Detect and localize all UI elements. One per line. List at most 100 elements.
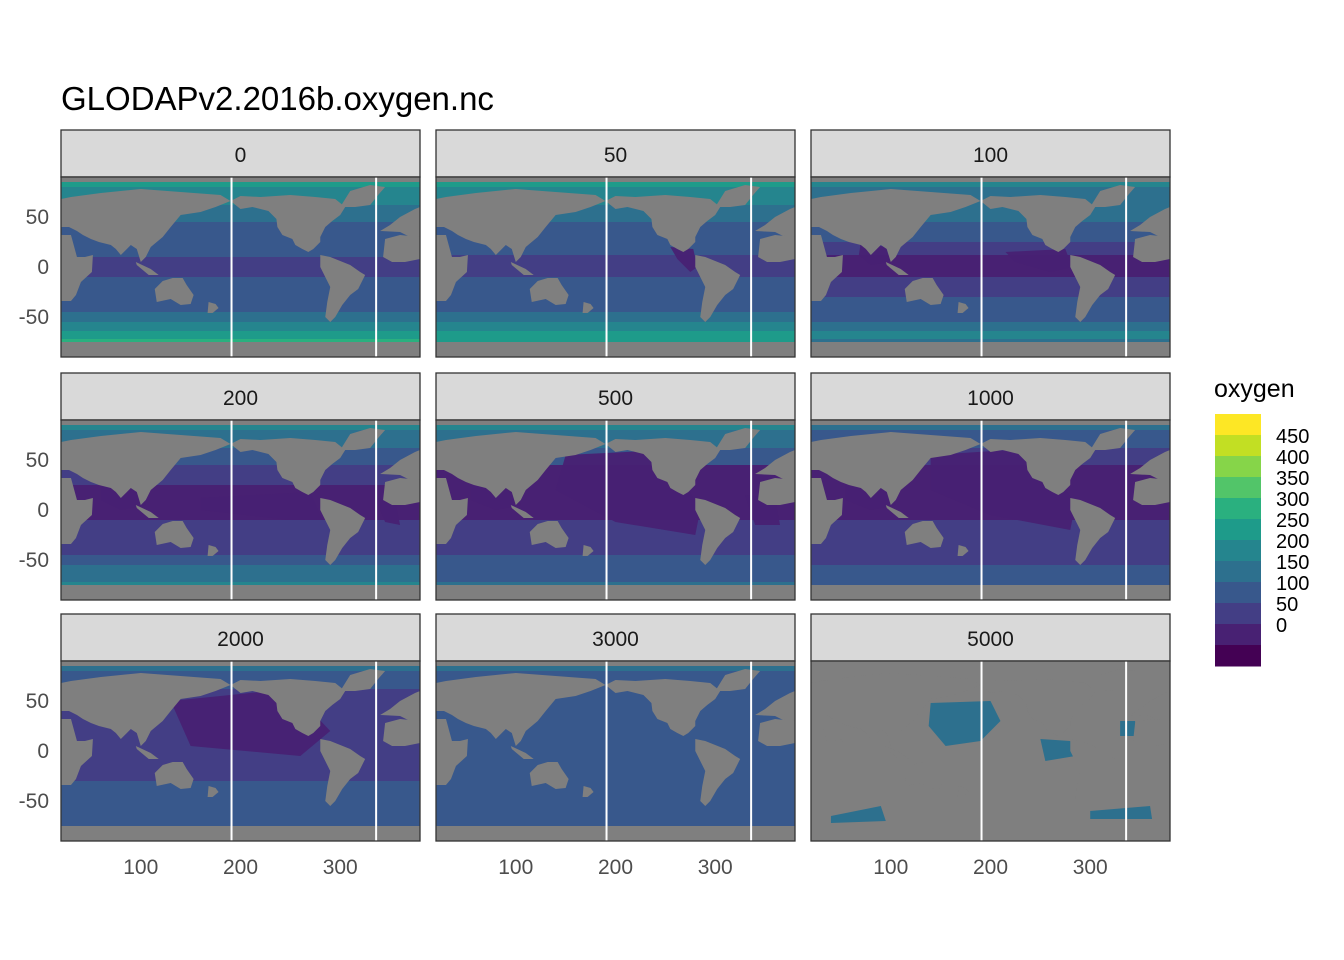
facet-strip-label: 5000 xyxy=(967,628,1014,651)
land-mask xyxy=(980,195,1096,252)
oxygen-band xyxy=(61,331,420,340)
land-mask xyxy=(755,207,795,237)
land-mask xyxy=(715,669,761,691)
x-tick-label: 200 xyxy=(223,856,258,879)
land-mask xyxy=(811,673,981,746)
land-mask xyxy=(436,478,468,544)
oxygen-band xyxy=(436,520,795,541)
land-mask xyxy=(811,478,843,544)
land-mask xyxy=(436,189,606,262)
facet-strip-label: 100 xyxy=(973,144,1008,167)
land-mask xyxy=(207,302,219,313)
y-tick-label: -50 xyxy=(19,790,49,813)
land-mask xyxy=(154,521,194,548)
land-mask xyxy=(436,673,606,746)
panel-depth-0: 0 50 0 -50 xyxy=(19,129,421,358)
oxygen-band xyxy=(61,815,420,824)
facet-strip xyxy=(435,613,796,662)
land-mask xyxy=(1133,719,1170,746)
land-mask xyxy=(811,719,843,785)
land-mask xyxy=(135,505,159,518)
land-mask xyxy=(135,262,159,275)
land-mask xyxy=(383,235,420,262)
land-mask xyxy=(582,545,594,556)
facet-strip xyxy=(60,613,421,662)
oxygen-band xyxy=(61,312,420,323)
oxygen-band xyxy=(61,781,420,797)
legend-color-key xyxy=(1215,603,1261,625)
land-mask xyxy=(207,545,219,556)
panel-border xyxy=(810,660,1171,842)
land-mask xyxy=(61,189,231,262)
land-mask xyxy=(811,432,981,505)
deep-ocean-patch xyxy=(1120,721,1136,736)
x-tick-label: 100 xyxy=(123,856,158,879)
land-mask xyxy=(61,342,420,357)
legend-color-key xyxy=(1215,645,1261,667)
x-tick-label: 100 xyxy=(873,856,908,879)
land-mask xyxy=(1090,669,1136,691)
legend-label: 100 xyxy=(1276,573,1309,595)
panel-depth-50: 50 xyxy=(435,129,796,358)
land-mask xyxy=(715,428,761,450)
legend-color-key xyxy=(1215,582,1261,604)
land-mask xyxy=(436,432,606,505)
oxygen-band xyxy=(61,565,420,575)
land-mask xyxy=(61,235,93,301)
land-mask xyxy=(154,278,194,305)
panel-depth-1000: 1000 xyxy=(810,372,1171,601)
land-mask xyxy=(529,762,569,789)
x-tick-label: 300 xyxy=(698,856,733,879)
x-tick-label: 100 xyxy=(498,856,533,879)
land-mask xyxy=(904,278,944,305)
legend-color-key xyxy=(1215,498,1261,520)
oxygen-band xyxy=(61,661,420,672)
oxygen-band xyxy=(61,297,420,313)
oxygen-band xyxy=(61,420,420,431)
land-mask xyxy=(582,786,594,797)
oxygen-band xyxy=(811,331,1170,340)
facet-strip xyxy=(435,372,796,421)
land-mask xyxy=(61,826,420,841)
facet-strip xyxy=(60,372,421,421)
land-mask xyxy=(758,719,795,746)
oxygen-band xyxy=(61,806,420,816)
panel-depth-500: 500 xyxy=(435,372,796,601)
land-mask xyxy=(320,255,366,322)
panel-depth-100: 100 xyxy=(810,129,1171,358)
y-tick-label: -50 xyxy=(19,549,49,572)
land-mask xyxy=(811,585,1170,600)
land-mask xyxy=(811,235,843,301)
land-mask xyxy=(1070,255,1116,322)
panel-border xyxy=(810,419,1171,601)
land-mask xyxy=(510,262,534,275)
land-mask xyxy=(61,420,420,425)
land-mask xyxy=(758,478,795,505)
facet-strip xyxy=(435,129,796,178)
legend-label: 250 xyxy=(1276,510,1309,532)
oxygen-band xyxy=(811,312,1170,323)
y-tick-label: 0 xyxy=(37,740,49,763)
land-mask xyxy=(605,195,721,252)
panel-plot-area xyxy=(61,661,420,841)
land-mask xyxy=(230,195,346,252)
deep-ocean-patch xyxy=(1090,806,1153,819)
land-mask xyxy=(1133,235,1170,262)
legend-label: 300 xyxy=(1276,489,1309,511)
land-mask xyxy=(885,505,909,518)
y-tick-label: 50 xyxy=(26,690,49,713)
land-mask xyxy=(1130,207,1170,237)
y-tick-label: 50 xyxy=(26,449,49,472)
legend-color-key xyxy=(1215,519,1261,541)
oxygen-band xyxy=(436,255,795,278)
oxygen-band xyxy=(436,297,795,313)
land-mask xyxy=(230,679,346,736)
oxygen-band xyxy=(61,322,420,332)
oxygen-band xyxy=(61,520,420,541)
land-mask xyxy=(380,450,420,480)
facet-strip-label: 200 xyxy=(223,387,258,410)
panel-plot-area xyxy=(811,420,1170,600)
legend-label: 150 xyxy=(1276,552,1309,574)
land-mask xyxy=(715,185,761,207)
